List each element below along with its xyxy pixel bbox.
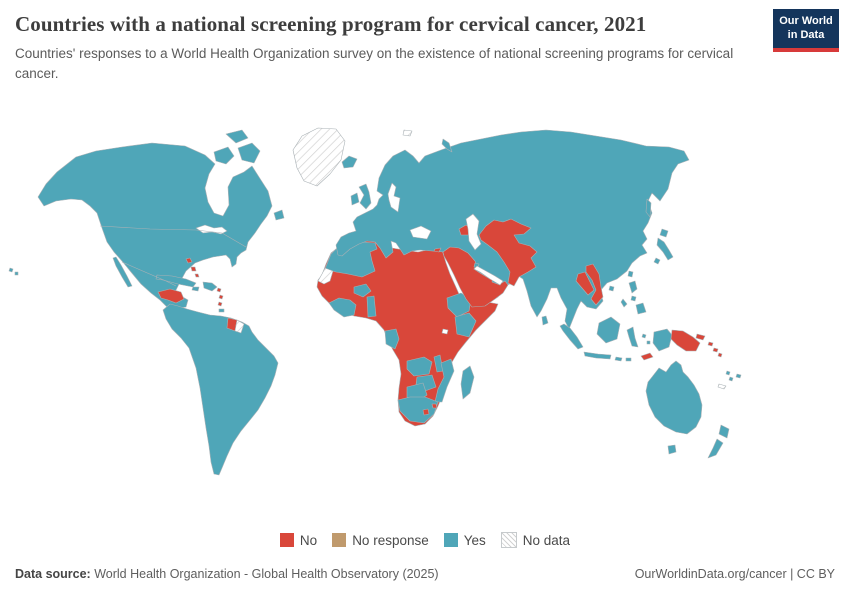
region-svalbard[interactable] bbox=[402, 129, 413, 137]
legend-swatch-no_data bbox=[500, 532, 517, 548]
region-honduras[interactable] bbox=[157, 288, 185, 304]
water-lake_victoria bbox=[441, 328, 449, 335]
chart-footer: Data source: World Health Organization -… bbox=[15, 567, 835, 581]
legend-label-no_response: No response bbox=[352, 532, 429, 548]
legend-item-no_response[interactable]: No response bbox=[332, 533, 429, 548]
page-title: Countries with a national screening prog… bbox=[15, 12, 647, 36]
region-ireland[interactable] bbox=[350, 192, 360, 206]
region-baja_california[interactable] bbox=[112, 256, 133, 288]
region-newfoundland[interactable] bbox=[273, 209, 285, 221]
region-madagascar[interactable] bbox=[460, 365, 475, 400]
region-greenland[interactable] bbox=[292, 127, 346, 187]
legend-swatch-no_response bbox=[332, 533, 347, 547]
legend-label-yes: Yes bbox=[463, 532, 486, 548]
region-timor_leste[interactable] bbox=[640, 352, 654, 361]
world-map bbox=[8, 127, 742, 476]
region-lesser_antilles[interactable] bbox=[216, 287, 224, 307]
region-zambia[interactable] bbox=[406, 356, 433, 377]
region-canadian_arctic_islands[interactable] bbox=[213, 129, 261, 165]
border-na_borders bbox=[99, 225, 247, 287]
legend-swatch-no bbox=[279, 533, 294, 547]
legend-swatch-yes bbox=[443, 533, 458, 547]
region-ethiopia[interactable] bbox=[446, 292, 472, 318]
owid-logo[interactable]: Our World in Data bbox=[773, 9, 839, 52]
region-middle_east_block[interactable] bbox=[442, 246, 509, 308]
water-great_lakes bbox=[195, 224, 228, 235]
region-new_zealand[interactable] bbox=[707, 424, 730, 459]
region-iceland[interactable] bbox=[341, 155, 358, 169]
region-solomon_islands[interactable] bbox=[707, 341, 723, 358]
legend-item-no_data[interactable]: No data bbox=[500, 532, 571, 548]
region-taiwan[interactable] bbox=[627, 270, 634, 278]
water-persian_gulf bbox=[473, 265, 504, 286]
region-laos[interactable] bbox=[575, 271, 595, 296]
region-novaya_zemlya[interactable] bbox=[441, 138, 453, 153]
region-mozambique[interactable] bbox=[434, 358, 455, 403]
region-indonesia_islands[interactable] bbox=[559, 316, 651, 362]
region-north_america_mainland[interactable] bbox=[37, 142, 273, 330]
region-central_asia_block[interactable] bbox=[478, 218, 538, 287]
region-cyprus[interactable] bbox=[433, 247, 442, 253]
region-french_guiana[interactable] bbox=[234, 319, 245, 334]
region-sakhalin[interactable] bbox=[645, 198, 652, 218]
region-hainan[interactable] bbox=[608, 285, 615, 292]
owid-logo-line1: Our World bbox=[779, 15, 833, 27]
region-south_america[interactable] bbox=[162, 303, 279, 476]
data-source-text: World Health Organization - Global Healt… bbox=[90, 567, 439, 581]
region-kenya[interactable] bbox=[454, 312, 477, 338]
data-source: Data source: World Health Organization -… bbox=[15, 567, 439, 581]
owid-link[interactable]: OurWorldinData.org/cancer | CC BY bbox=[634, 567, 835, 581]
region-burkina_faso[interactable] bbox=[353, 283, 372, 298]
region-united_kingdom[interactable] bbox=[358, 183, 372, 210]
region-new_caledonia[interactable] bbox=[717, 383, 727, 390]
data-source-label: Data source: bbox=[15, 567, 91, 581]
region-bahamas[interactable] bbox=[185, 257, 200, 278]
region-vanuatu[interactable] bbox=[725, 370, 734, 382]
chart-subtitle: Countries' responses to a World Health O… bbox=[15, 46, 734, 81]
water-black_sea bbox=[409, 225, 432, 240]
region-hawaii[interactable] bbox=[8, 267, 19, 276]
region-west_papua[interactable] bbox=[652, 328, 673, 352]
region-west_africa_coastal[interactable] bbox=[328, 297, 357, 318]
region-gabon[interactable] bbox=[384, 328, 400, 350]
region-papua_new_guinea[interactable] bbox=[670, 329, 706, 352]
region-togo_benin[interactable] bbox=[366, 295, 377, 318]
region-lesotho[interactable] bbox=[422, 408, 430, 416]
region-tasmania[interactable] bbox=[667, 444, 677, 455]
region-fiji[interactable] bbox=[735, 373, 742, 379]
legend-item-yes[interactable]: Yes bbox=[443, 532, 486, 548]
owid-logo-line2: in Data bbox=[787, 28, 825, 41]
region-philippines[interactable] bbox=[620, 280, 647, 315]
region-jamaica[interactable] bbox=[191, 286, 200, 292]
legend-label-no_data: No data bbox=[522, 532, 571, 548]
region-hispaniola[interactable] bbox=[202, 281, 218, 292]
world-map-container bbox=[0, 112, 850, 528]
map-legend: No No response Yes No data bbox=[0, 532, 850, 548]
water-caspian_sea bbox=[465, 213, 482, 251]
region-vietnam[interactable] bbox=[585, 263, 604, 306]
region-eswatini[interactable] bbox=[431, 403, 438, 409]
region-western_sahara[interactable] bbox=[317, 267, 334, 285]
region-trinidad[interactable] bbox=[218, 308, 225, 313]
region-south_africa[interactable] bbox=[397, 396, 439, 424]
region-sri_lanka[interactable] bbox=[541, 315, 549, 326]
region-japan[interactable] bbox=[653, 228, 674, 265]
water-baltic_sea bbox=[387, 182, 401, 213]
chart-header: Countries with a national screening prog… bbox=[15, 12, 765, 83]
legend-label-no: No bbox=[299, 532, 318, 548]
legend-item-no[interactable]: No bbox=[279, 532, 318, 548]
region-australia[interactable] bbox=[645, 360, 703, 435]
